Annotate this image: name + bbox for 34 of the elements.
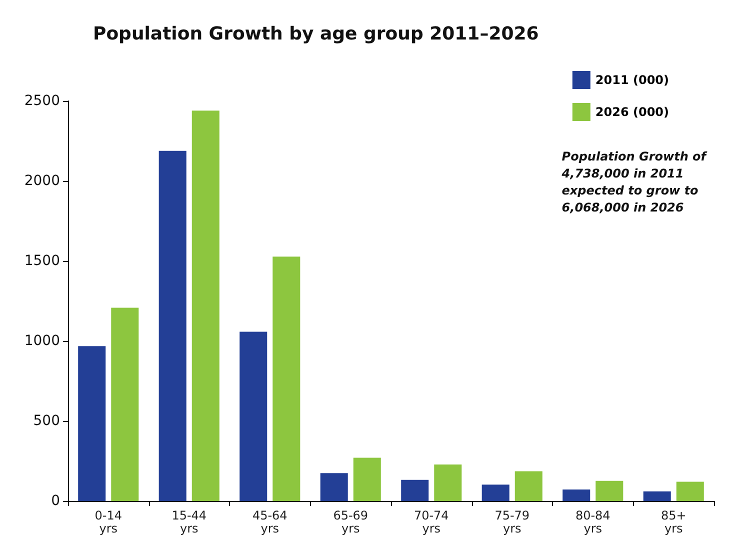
chart-title: Population Growth by age group 2011–2026 bbox=[93, 24, 539, 44]
bar bbox=[562, 489, 590, 501]
annotation: Population Growth of 4,738,000 in 2011 expected to grow to 6,068,000 in 2026 bbox=[560, 150, 708, 214]
y-tick-label: 0 bbox=[51, 493, 60, 509]
bar bbox=[482, 484, 510, 501]
legend-label: 2026 (000) bbox=[595, 105, 669, 119]
y-tick-label: 500 bbox=[33, 413, 60, 429]
x-tick-label: 70-74 yrs bbox=[414, 508, 449, 536]
bar bbox=[158, 150, 186, 501]
bar bbox=[320, 473, 348, 501]
bar bbox=[434, 464, 462, 501]
x-tick-label: 80-84 yrs bbox=[575, 508, 610, 536]
bar bbox=[240, 332, 268, 501]
y-tick-label: 1500 bbox=[24, 253, 60, 269]
x-tick-label: 0-14 yrs bbox=[94, 508, 122, 536]
bar bbox=[272, 256, 300, 501]
x-tick-label: 65-69 yrs bbox=[333, 508, 368, 536]
y-tick-label: 1000 bbox=[24, 333, 60, 349]
legend-label: 2011 (000) bbox=[595, 73, 669, 87]
x-tick-label: 85+ yrs bbox=[660, 508, 686, 536]
x-tick-label: 15-44 yrs bbox=[172, 508, 207, 536]
bar bbox=[401, 480, 429, 501]
bar bbox=[353, 458, 381, 501]
bar bbox=[78, 346, 106, 501]
bar bbox=[514, 471, 542, 501]
bar bbox=[111, 308, 139, 501]
x-tick-label: 45-64 yrs bbox=[252, 508, 288, 536]
y-tick-label: 2500 bbox=[24, 93, 60, 109]
bar bbox=[643, 491, 671, 501]
x-tick-label: 75-79 yrs bbox=[494, 508, 530, 536]
bar bbox=[676, 482, 704, 501]
bar bbox=[192, 110, 220, 501]
bar bbox=[596, 480, 624, 501]
y-tick-label: 2000 bbox=[24, 173, 60, 189]
